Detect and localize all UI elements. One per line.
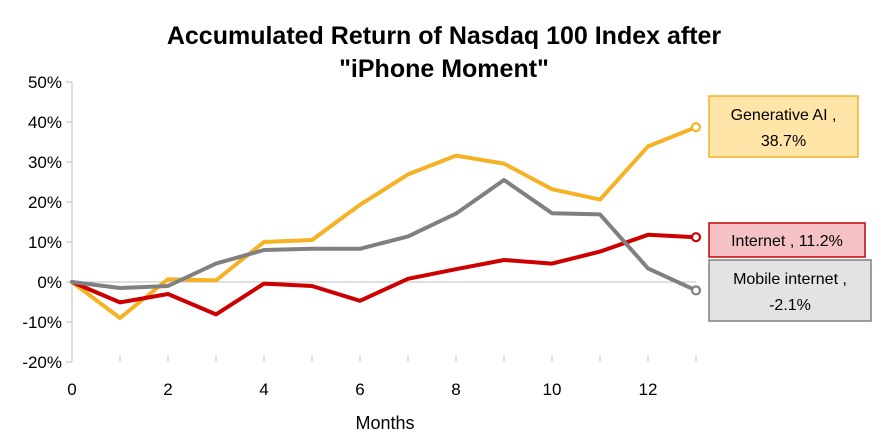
y-tick-label: -10% [22,313,62,332]
x-tick-label: 0 [67,380,76,399]
y-tick-label: 50% [28,73,62,92]
x-axis-title: Months [355,413,414,433]
axes: 50% 40% 30% 20% 10% 0% -10% -20% 0 2 4 6 8 10 12 [22,73,697,399]
chart-title: Accumulated Return of Nasdaq 100 Index a… [167,22,722,83]
data-label-box [708,259,872,322]
series-line-internet [70,232,698,317]
data-label-box [708,95,859,158]
end-marker [690,232,702,243]
x-tick-label: 4 [259,380,268,399]
series-line-generative-ai [70,125,698,320]
y-tick-label: -20% [22,353,62,372]
data-label-box [708,222,866,258]
y-tick-label: 20% [28,193,62,212]
data-labels: Generative AI , 38.7% Internet , 11.2% Mobi… [708,95,872,322]
x-tick-label: 10 [543,380,562,399]
y-tick-label: 0% [37,273,62,292]
y-tick-label: 30% [28,153,62,172]
x-tick-label: 2 [163,380,172,399]
y-tick-label: 40% [28,113,62,132]
series-line-mobile-internet [70,178,698,293]
data-label: Generative AI , 38.7% [708,95,859,158]
end-marker [690,122,702,133]
data-label-text: Mobile internet , -2.1% [733,271,847,314]
y-tick-label: 10% [28,233,62,252]
series-layer [70,122,702,320]
data-label: Internet , 11.2% [708,222,866,258]
x-tick-label: 12 [639,380,658,399]
x-tick-label: 6 [355,380,364,399]
x-tick-label: 8 [451,380,460,399]
data-label: Mobile internet , -2.1% [708,259,872,322]
data-label-text: Internet , 11.2% [731,233,843,250]
end-marker [690,285,702,296]
data-label-text: Generative AI , 38.7% [731,107,837,150]
